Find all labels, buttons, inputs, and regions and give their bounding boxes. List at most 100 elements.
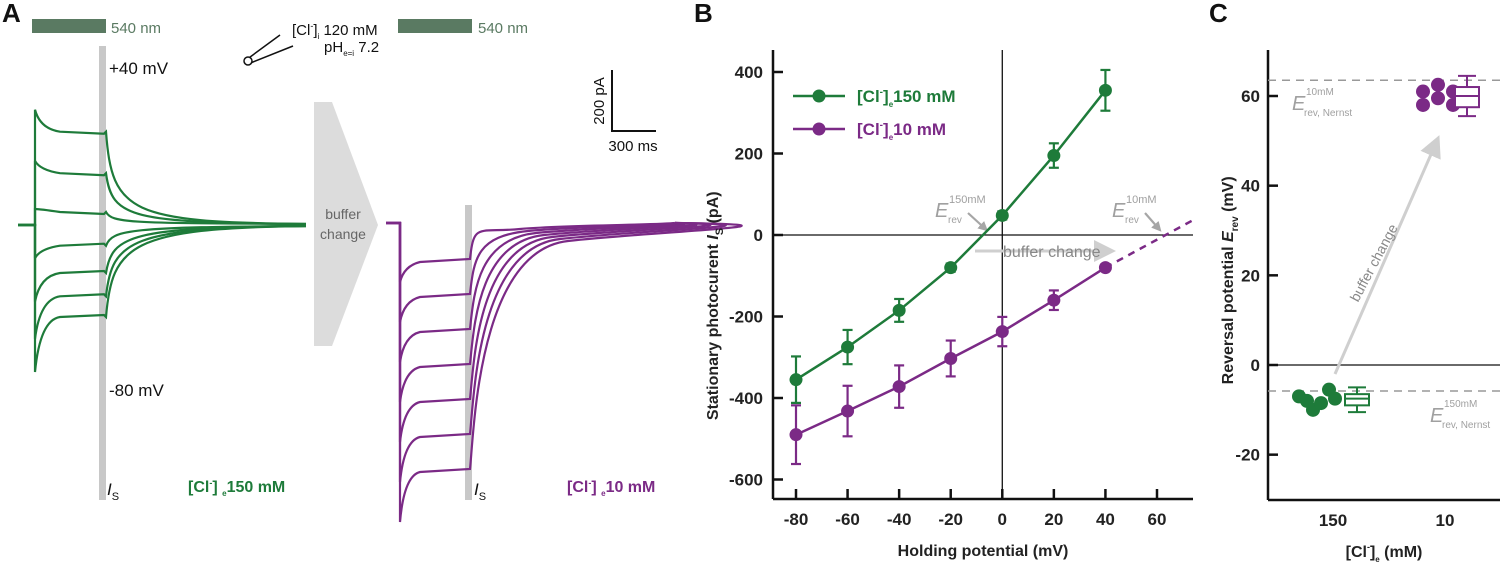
panel-letter-a: A: [2, 0, 21, 28]
label-plus40mv: +40 mV: [109, 59, 169, 78]
traces-10mM: [386, 221, 743, 523]
data-point: [1431, 77, 1445, 92]
y-tick-label: 20: [1241, 266, 1260, 285]
scale-bar: 200 pA 300 ms: [591, 70, 658, 155]
buffer-change-label-c: buffer change: [1346, 221, 1400, 304]
legend-label-sup: -: [880, 87, 883, 98]
y-axis-title-italic: E: [1220, 230, 1237, 242]
data-point: [892, 380, 906, 394]
box: [1344, 393, 1370, 407]
current-trace-150mM: [18, 160, 307, 227]
data-point: [1328, 391, 1342, 406]
buffer-change-text-1: buffer: [325, 206, 361, 222]
data-point: [1047, 293, 1061, 307]
pipette-icon: [243, 34, 294, 66]
extrapolation-line: [1104, 217, 1197, 269]
nernst-10mM-label-sup: 10mM: [1306, 87, 1334, 98]
panel-c-reversal-potential: C -20 0 20 40 60 150 10 [Cl-]e (mM) Reversal pot…: [1209, 0, 1500, 564]
x-tick-label: 10: [1436, 511, 1455, 530]
x-tick-label: -20: [938, 510, 963, 529]
x-tick-label: 20: [1044, 510, 1063, 529]
legend-label-mid: ]: [883, 120, 889, 139]
data-point: [892, 303, 906, 317]
erev-axes: -20 0 20 40 60 150 10 [Cl-]e (mM) Reversal poten…: [1220, 50, 1500, 564]
legend-label-sup: -: [880, 120, 883, 131]
iv-legend: [Cl-]e150 mM[Cl-]e10 mM: [793, 87, 956, 142]
y-tick-label: 0: [754, 226, 763, 245]
y-axis-title-italic: I: [705, 235, 722, 240]
data-point: [789, 373, 803, 387]
data-point: [1047, 149, 1061, 163]
data-point: [1098, 261, 1112, 275]
legend-marker: [812, 122, 826, 136]
condition-label-150mM: [Cl-] e150 mM: [188, 478, 285, 498]
is-label-10: IS: [474, 480, 486, 503]
is-window-shade-10: [465, 205, 472, 500]
x-axis-title: Holding potential (mV): [898, 543, 1069, 560]
current-trace-150mM: [18, 223, 307, 259]
y-axis-title-post: (mV): [1220, 176, 1237, 216]
panel-a: A 540 nm 540 nm [Cl-]i 120 mM pHe=i 7.2 …: [2, 0, 743, 523]
current-trace-10mM: [386, 221, 712, 443]
data-point: [1098, 83, 1112, 97]
is-window-shade-150: [99, 46, 106, 500]
light-wavelength-label-2: 540 nm: [478, 20, 528, 37]
x-axis-title-pre: [Cl: [1346, 544, 1367, 561]
erev-10-arrow: [1144, 212, 1162, 232]
data-point: [944, 261, 958, 275]
iv-series: [789, 68, 1197, 466]
data-point: [1416, 97, 1430, 112]
nernst-150mM-label-sub: rev, Nernst: [1442, 420, 1490, 431]
y-axis-title-sub: rev: [1230, 216, 1241, 231]
data-point: [1416, 84, 1430, 99]
y-tick-label: 400: [735, 63, 763, 82]
y-axis-title-sub: S: [714, 228, 726, 235]
erev-150-label-sub: rev: [948, 215, 962, 226]
x-axis-title: [Cl-]e (mM): [1346, 542, 1423, 564]
y-tick-label: -600: [729, 471, 763, 490]
y-tick-label: 40: [1241, 177, 1260, 196]
current-trace-10mM: [386, 221, 676, 283]
panel-letter-c: C: [1209, 0, 1228, 28]
y-axis-title: Reversal potential Erev (mV): [1220, 176, 1241, 384]
buffer-change-arrow: buffer change: [314, 102, 378, 346]
legend-label-pre: [Cl: [857, 87, 880, 106]
y-axis-title-pre: Reversal potential: [1220, 242, 1237, 384]
light-stimulus-bar: [32, 19, 106, 33]
x-tick-label: 0: [998, 510, 1007, 529]
y-axis-title: Stationary photocurent IS (pA): [705, 191, 726, 420]
buffer-change-arrow-c: [1333, 135, 1441, 375]
current-trace-150mM: [18, 223, 307, 302]
erev-10-label-sub: rev: [1125, 215, 1139, 226]
is-label-150: IS: [107, 480, 119, 503]
light-wavelength-label: 540 nm: [111, 20, 161, 37]
x-axis-title-post: (mM): [1380, 544, 1423, 561]
light-stimulus-bar-2: [398, 19, 472, 33]
legend-label-mid: ]: [883, 87, 889, 106]
nernst-150mM-label: E: [1430, 405, 1444, 427]
erev-10-label-sup: 10mM: [1126, 194, 1157, 206]
current-trace-150mM: [18, 223, 307, 340]
pipette-solution-cl: [Cl-]i 120 mM: [292, 21, 378, 41]
current-trace-150mM: [18, 223, 307, 373]
data-point: [995, 325, 1009, 339]
current-trace-10mM: [386, 221, 686, 363]
current-trace-10mM: [386, 221, 678, 323]
legend-label-sub: e: [889, 100, 894, 109]
buffer-change-label: buffer change: [1003, 244, 1101, 261]
legend-label-post: 150 mM: [893, 87, 955, 106]
y-tick-label: -20: [1235, 446, 1260, 465]
x-tick-label: 60: [1148, 510, 1167, 529]
x-tick-label: -40: [887, 510, 912, 529]
label-minus80mv: -80 mV: [109, 381, 164, 400]
y-tick-label: 0: [1251, 356, 1260, 375]
x-tick-label: 150: [1319, 511, 1347, 530]
erev-150-label: E: [935, 200, 949, 222]
data-point: [944, 351, 958, 365]
panel-letter-b: B: [694, 0, 713, 28]
nernst-10mM-label: E: [1292, 93, 1306, 115]
